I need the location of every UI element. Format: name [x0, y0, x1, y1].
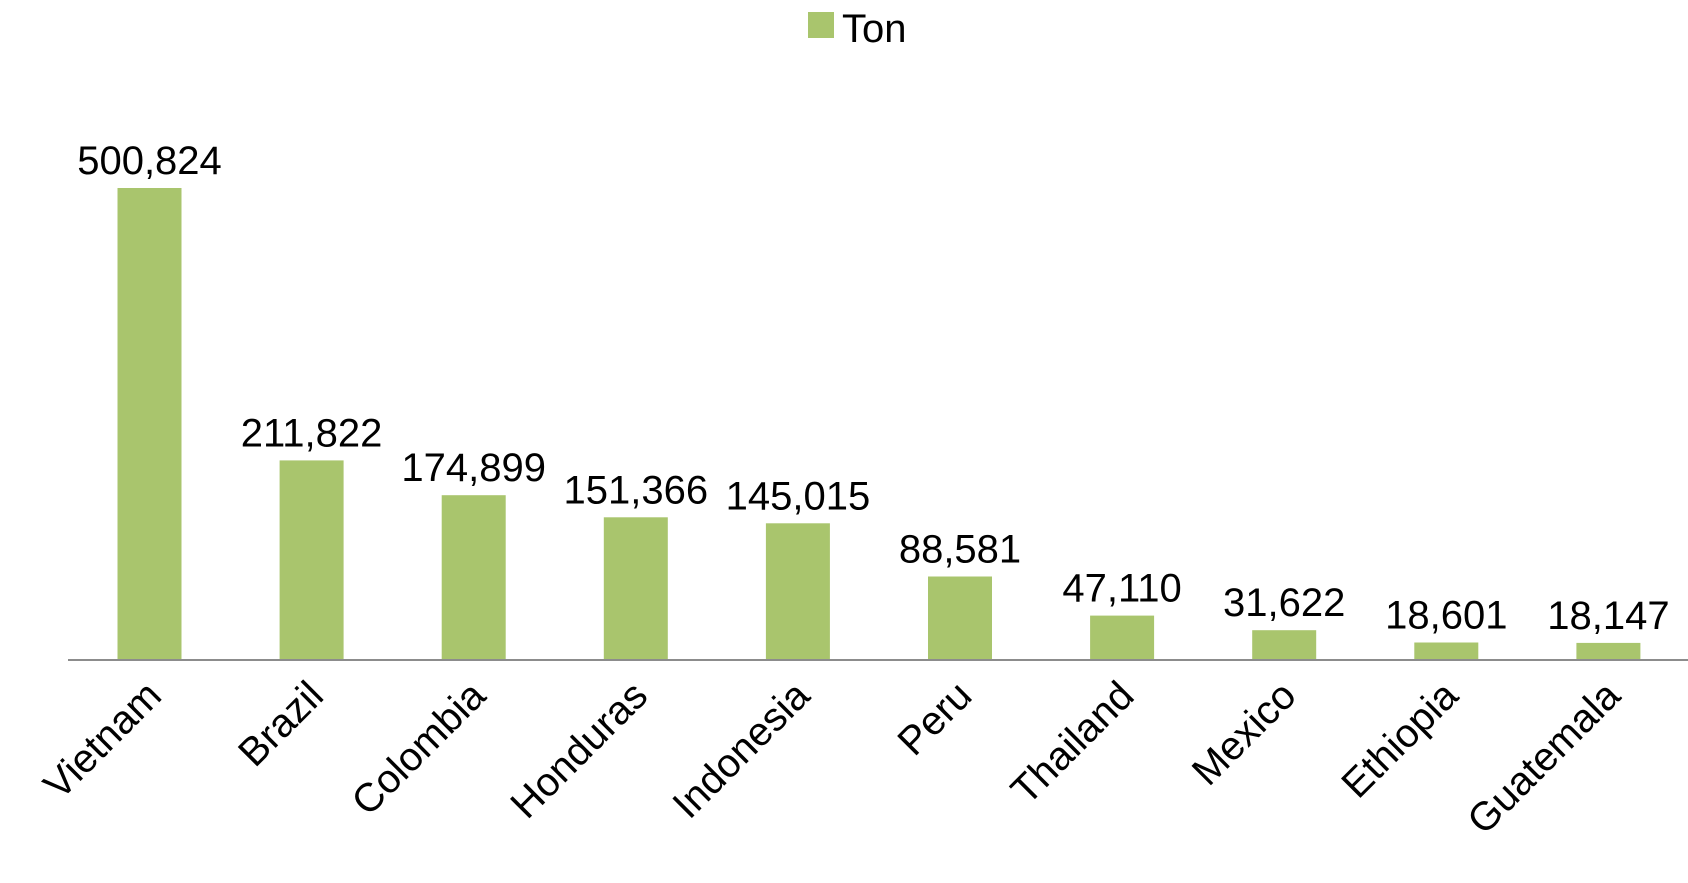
bar [279, 460, 344, 660]
x-tick-label: Peru [890, 673, 981, 764]
data-label: 500,824 [77, 139, 222, 183]
x-tick-label: Honduras [502, 673, 656, 827]
x-tick-label: Vietnam [36, 673, 170, 807]
bar [765, 523, 830, 660]
data-label: 47,110 [1062, 567, 1181, 611]
x-tick-label: Indonesia [664, 673, 818, 827]
legend: Ton [808, 7, 907, 51]
x-tick-label: Guatemala [1459, 673, 1629, 843]
data-label: 151,366 [564, 468, 709, 512]
legend-label: Ton [842, 7, 907, 51]
x-tick-labels-group: Vietnam Brazil Colombia Honduras Indonesia Pe… [36, 673, 1630, 843]
data-label: 88,581 [899, 528, 1021, 572]
legend-swatch [808, 12, 834, 38]
data-label: 18,601 [1385, 594, 1507, 638]
bar [441, 495, 506, 660]
bar [928, 576, 992, 660]
bar [1576, 642, 1641, 660]
bars-group [117, 188, 1641, 660]
x-tick-label: Mexico [1184, 673, 1305, 794]
x-tick-label: Brazil [230, 673, 332, 775]
bar [603, 517, 668, 660]
x-tick-label: Colombia [343, 673, 494, 824]
bar [117, 188, 182, 660]
bar [1252, 630, 1317, 660]
data-label: 145,015 [726, 474, 871, 518]
data-labels-group: 500,824 211,822 174,899 151,366 145,015 88,58… [77, 139, 1669, 638]
data-label: 31,622 [1223, 581, 1345, 625]
bar [1090, 615, 1155, 660]
x-tick-label: Thailand [1003, 673, 1143, 813]
data-label: 211,822 [241, 411, 383, 455]
x-tick-label: Ethiopia [1333, 673, 1467, 807]
data-label: 18,147 [1547, 594, 1669, 638]
bar [1414, 642, 1479, 660]
data-label: 174,899 [401, 446, 546, 490]
